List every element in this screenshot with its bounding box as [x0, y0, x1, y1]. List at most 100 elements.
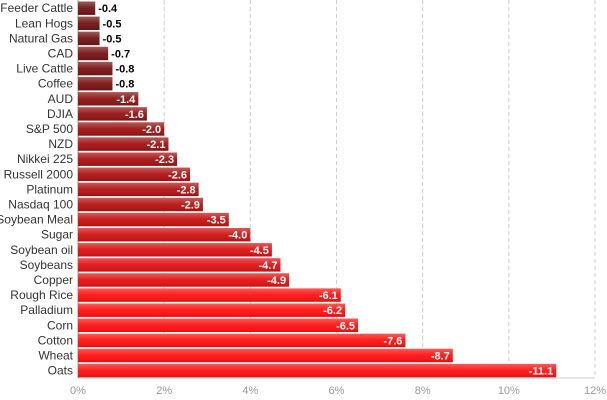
bar-shine: [78, 77, 113, 91]
category-label: Soybean Meal: [0, 213, 73, 227]
category-label: Rough Rice: [10, 288, 73, 302]
bar-shine: [78, 16, 100, 30]
bar-group: -4.5: [78, 243, 272, 257]
category-label: AUD: [48, 92, 74, 106]
data-label: -2.6: [168, 169, 187, 181]
category-label: Russell 2000: [4, 167, 74, 181]
bar-shine: [78, 348, 453, 363]
bar-shine: [78, 273, 290, 287]
category-label: Oats: [48, 364, 73, 378]
category-label: Platinum: [26, 182, 73, 196]
bar-shine: [78, 92, 139, 106]
data-label: -4.5: [250, 245, 269, 257]
x-tick-label: 12%: [584, 385, 606, 397]
bar-group: -7.6: [78, 333, 406, 348]
x-tick-label: 2%: [156, 385, 172, 397]
data-label: -0.8: [115, 64, 134, 76]
x-tick-label: 4%: [242, 385, 258, 397]
bar-group: -6.1: [78, 288, 341, 302]
category-label: Cotton: [38, 333, 73, 347]
bar-group: -6.2: [78, 303, 346, 317]
bar-group: -4.0: [78, 228, 251, 242]
category-label: Feeder Cattle: [0, 1, 73, 15]
data-label: -0.7: [111, 49, 130, 61]
bar-group: -0.8: [78, 77, 134, 91]
bar-shine: [78, 61, 113, 76]
data-label: -1.4: [116, 94, 136, 106]
category-label: Nikkei 225: [17, 152, 73, 166]
bar-shine: [78, 363, 557, 378]
bar-shine: [78, 318, 359, 332]
data-label: -0.8: [115, 79, 134, 91]
data-label: -2.9: [181, 200, 200, 212]
bar-group: -2.0: [78, 122, 165, 136]
bar-shine: [78, 228, 251, 242]
category-label: Live Cattle: [16, 62, 73, 76]
bar-group: -0.4: [78, 1, 118, 15]
bar-shine: [78, 46, 109, 61]
bar-group: -8.7: [78, 348, 453, 363]
bar-shine: [78, 122, 165, 136]
data-label: -4.7: [259, 260, 278, 272]
bar-group: -4.9: [78, 273, 290, 287]
bar-group: -3.5: [78, 212, 229, 227]
bar-shine: [78, 258, 281, 272]
data-label: -2.0: [142, 124, 161, 136]
bar-shine: [78, 197, 203, 212]
data-label: -2.1: [147, 139, 166, 151]
bar-shine: [78, 212, 229, 227]
bar-group: -6.5: [78, 318, 359, 332]
category-label: Corn: [47, 318, 73, 332]
category-label: CAD: [48, 47, 74, 61]
data-label: -0.4: [98, 3, 118, 15]
bar-group: -2.1: [78, 137, 169, 151]
data-label: -6.1: [319, 290, 338, 302]
category-label: Natural Gas: [9, 31, 73, 45]
bar-shine: [78, 152, 178, 166]
data-label: -6.5: [336, 320, 355, 332]
bar-shine: [78, 333, 406, 348]
bar-shine: [78, 167, 191, 181]
bar-group: -4.7: [78, 258, 281, 272]
x-tick-label: 10%: [498, 385, 520, 397]
category-label: DJIA: [47, 107, 73, 121]
bar-group: -1.4: [78, 92, 139, 106]
x-tick-label: 6%: [329, 385, 345, 397]
data-label: -8.7: [431, 351, 450, 363]
x-tick-label: 8%: [415, 385, 431, 397]
bar-group: -0.8: [78, 61, 134, 76]
category-label: Palladium: [20, 303, 73, 317]
data-label: -6.2: [323, 305, 342, 317]
category-label: Copper: [34, 273, 73, 287]
bar-shine: [78, 31, 100, 46]
grid-lines: [77, 0, 596, 378]
data-label: -11.1: [529, 366, 553, 378]
bar-shine: [78, 182, 199, 197]
bar-group: -2.8: [78, 182, 199, 197]
bar-shine: [78, 243, 272, 257]
category-label: Wheat: [38, 349, 73, 363]
bar-shine: [78, 303, 346, 317]
bar-group: -0.5: [78, 16, 122, 30]
bar-group: -2.3: [78, 152, 178, 166]
category-label: Coffee: [38, 77, 73, 91]
bar-group: -1.6: [78, 107, 147, 121]
data-label: -4.0: [228, 230, 247, 242]
bar-group: -2.6: [78, 167, 191, 181]
category-label: Sugar: [41, 228, 73, 242]
data-label: -3.5: [207, 215, 226, 227]
category-label: Lean Hogs: [15, 16, 73, 30]
bar-shine: [78, 137, 169, 151]
category-label: Soybeans: [20, 258, 73, 272]
bar-shine: [78, 288, 341, 302]
category-label: NZD: [48, 137, 73, 151]
data-label: -2.8: [177, 184, 196, 196]
bars: -0.4 -0.5 -0.5 -0.7 -0.8 -0.8 -1.4 -1.6 -2.0 -2.1…: [78, 1, 557, 378]
category-label: S&P 500: [26, 122, 73, 136]
data-label: -4.9: [267, 275, 286, 287]
category-label: Soybean oil: [10, 243, 73, 257]
x-tick-label: 0%: [70, 385, 86, 397]
bar-group: -0.7: [78, 46, 130, 61]
